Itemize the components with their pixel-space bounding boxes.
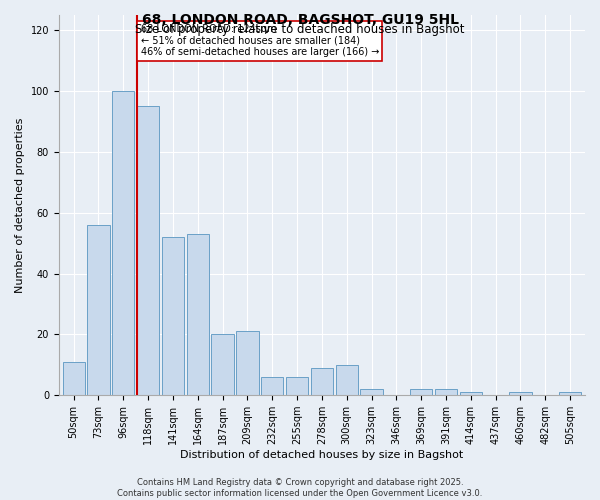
Text: Size of property relative to detached houses in Bagshot: Size of property relative to detached ho… [135,22,465,36]
Bar [559,392,581,395]
Bar [311,368,333,395]
Bar [286,377,308,395]
Bar [460,392,482,395]
Bar [112,91,134,395]
X-axis label: Distribution of detached houses by size in Bagshot: Distribution of detached houses by size … [180,450,464,460]
Bar [62,362,85,395]
Bar [410,389,433,395]
Bar [211,334,234,395]
Bar [187,234,209,395]
Bar [361,389,383,395]
Text: 68, LONDON ROAD, BAGSHOT, GU19 5HL: 68, LONDON ROAD, BAGSHOT, GU19 5HL [142,12,458,26]
Y-axis label: Number of detached properties: Number of detached properties [15,118,25,293]
Bar [162,237,184,395]
Bar [137,106,160,395]
Bar [335,365,358,395]
Bar [88,225,110,395]
Text: Contains HM Land Registry data © Crown copyright and database right 2025.
Contai: Contains HM Land Registry data © Crown c… [118,478,482,498]
Bar [261,377,283,395]
Bar [435,389,457,395]
Bar [236,332,259,395]
Text: 68 LONDON ROAD: 124sqm
← 51% of detached houses are smaller (184)
46% of semi-de: 68 LONDON ROAD: 124sqm ← 51% of detached… [140,24,379,58]
Bar [509,392,532,395]
